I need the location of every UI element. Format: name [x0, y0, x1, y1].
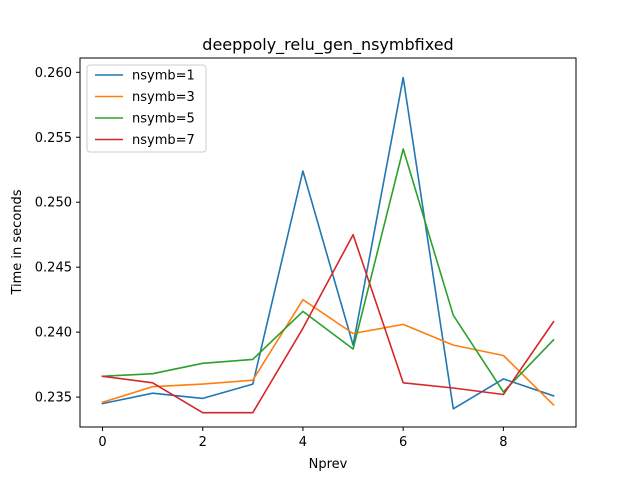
legend-label-nsymb=7: nsymb=7	[132, 133, 195, 148]
series-line-nsymb=1	[101, 76, 555, 410]
y-tick-label: 0.245	[35, 261, 72, 276]
y-tick-label: 0.240	[35, 326, 72, 341]
y-axis-ticks: 0.235 0.240 0.245 0.250 0.255 0.260	[35, 66, 80, 406]
series-line-nsymb=5	[101, 148, 555, 393]
legend-label-nsymb=5: nsymb=5	[132, 112, 195, 127]
x-tick-label: 0	[98, 435, 106, 450]
legend-box	[86, 64, 207, 153]
x-axis-label: Nprev	[309, 457, 348, 472]
y-tick-label: 0.255	[35, 131, 72, 146]
y-axis-label: Time in seconds	[10, 189, 25, 295]
series-lines	[101, 76, 555, 414]
x-tick-label: 8	[499, 435, 507, 450]
x-tick-label: 4	[299, 435, 307, 450]
chart-title: deeppoly_relu_gen_nsymbfixed	[202, 35, 453, 55]
legend-label-nsymb=1: nsymb=1	[132, 69, 195, 84]
x-tick-label: 2	[199, 435, 207, 450]
y-tick-label: 0.260	[35, 66, 72, 81]
legend: nsymb=1 nsymb=3 nsymb=5 nsymb=7	[86, 64, 207, 153]
legend-label-nsymb=3: nsymb=3	[132, 90, 195, 105]
series-line-nsymb=7	[101, 233, 555, 414]
plot-frame	[79, 57, 577, 428]
y-tick-label: 0.235	[35, 391, 72, 406]
y-tick-label: 0.250	[35, 196, 72, 211]
x-tick-label: 6	[399, 435, 407, 450]
x-axis-ticks: 0 2 4 6 8	[98, 427, 507, 450]
series-line-nsymb=3	[101, 298, 555, 407]
